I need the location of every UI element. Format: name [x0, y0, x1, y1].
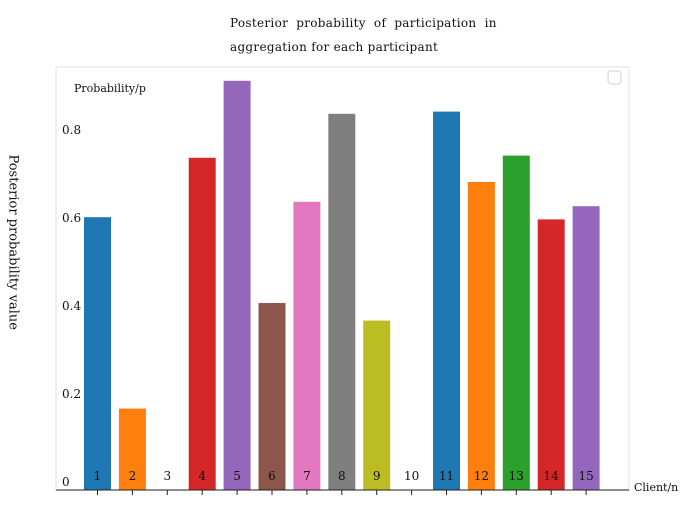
inner-axis-label: Probability/p	[74, 82, 146, 95]
x-tick-label-3: 3	[163, 469, 171, 483]
bar-client-12	[467, 182, 495, 490]
y-tick-label-1: 0.2	[62, 387, 81, 401]
x-tick-label-12: 12	[474, 469, 489, 483]
x-tick-label-15: 15	[578, 469, 593, 483]
bar-client-7	[293, 201, 321, 491]
x-tick-label-7: 7	[303, 469, 311, 483]
bar-client-9	[363, 320, 391, 490]
y-tick-label-3: 0.6	[62, 211, 81, 225]
x-tick-label-10: 10	[404, 469, 419, 483]
x-tick-label-2: 2	[129, 469, 137, 483]
x-tick-label-4: 4	[198, 469, 206, 483]
chart-title-line-1: Posterior probability of participation i…	[230, 16, 497, 30]
y-ticks-group: 0 0.2 0.4 0.6 0.8	[62, 123, 81, 489]
x-tick-label-14: 14	[544, 469, 560, 483]
x-tick-label-13: 13	[509, 469, 524, 483]
x-tick-label-1: 1	[94, 469, 102, 483]
x-tick-labels-group: 1 2 3 4 5 6 7 8 9 10 11 12 13 14 15	[94, 469, 594, 483]
bar-client-11	[433, 111, 460, 490]
x-axis-label: Client/n	[634, 481, 679, 494]
y-tick-label-0: 0	[62, 475, 70, 489]
y-tick-label-2: 0.4	[62, 299, 81, 313]
x-tick-label-11: 11	[439, 469, 454, 483]
bar-client-14	[537, 219, 565, 490]
y-tick-label-4: 0.8	[62, 123, 81, 137]
bar-client-1	[84, 217, 111, 490]
bar-client-5	[223, 80, 251, 491]
bar-client-2	[118, 408, 146, 490]
chart-title-line-2: aggregation for each participant	[230, 40, 439, 54]
bar-client-15	[572, 206, 600, 490]
bar-client-8	[328, 113, 356, 491]
x-tick-label-5: 5	[233, 469, 241, 483]
x-ticks-group	[97, 490, 587, 495]
bar-client-13	[502, 155, 530, 490]
x-tick-label-9: 9	[373, 469, 381, 483]
bar-client-6	[258, 303, 286, 490]
bar-client-4	[188, 157, 216, 491]
x-tick-label-8: 8	[338, 469, 346, 483]
legend-box	[607, 70, 622, 85]
x-tick-label-6: 6	[268, 469, 276, 483]
bars-group	[84, 80, 600, 491]
